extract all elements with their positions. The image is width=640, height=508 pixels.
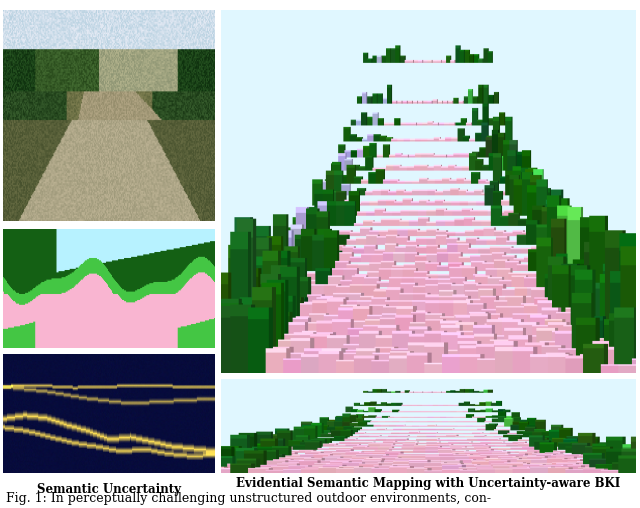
Text: Semantic Uncertainty: Semantic Uncertainty [37,483,181,496]
Text: Evidential Semantic Mapping with Uncertainty-aware BKI: Evidential Semantic Mapping with Uncerta… [236,477,620,490]
Text: Off-road Scene: Off-road Scene [60,234,158,246]
Text: Fig. 1: In perceptually challenging unstructured outdoor environments, con-: Fig. 1: In perceptually challenging unst… [6,492,492,505]
Text: Semantic Prediction: Semantic Prediction [42,358,176,370]
Text: Semantic Mapping with BKI: Semantic Mapping with BKI [335,383,522,395]
